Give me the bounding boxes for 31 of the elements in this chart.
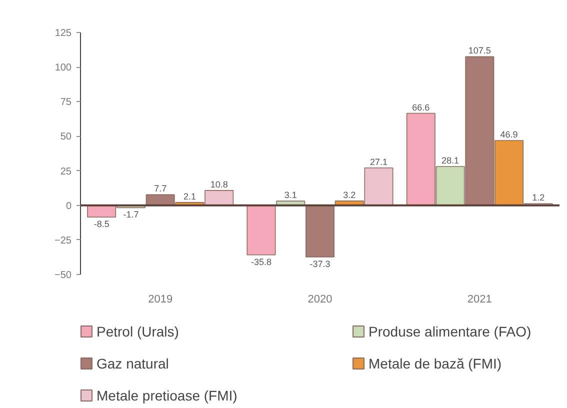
- y-tick-label: 50: [60, 132, 72, 143]
- legend-label: Metale pretioase (FMI): [96, 388, 238, 404]
- legend-label: Petrol (Urals): [96, 324, 179, 340]
- data-label: 27.1: [370, 156, 388, 167]
- legend-label: Gaz natural: [96, 356, 169, 372]
- data-label: -37.3: [310, 258, 330, 269]
- data-label: 7.7: [154, 184, 167, 194]
- y-tick-label: 125: [54, 28, 72, 39]
- y-tick-label: 75: [60, 97, 72, 108]
- legend-label: Metale de bază (FMI): [368, 356, 502, 372]
- y-tick-label: −25: [54, 235, 72, 246]
- y-tick-label: 0: [66, 200, 72, 212]
- data-label: 66.6: [412, 102, 430, 112]
- y-tick-label: 100: [54, 62, 72, 74]
- data-label: 10.8: [210, 179, 228, 190]
- data-label: 107.5: [468, 46, 491, 56]
- data-label: 2.1: [183, 191, 196, 202]
- x-tick-label: 2019: [148, 294, 173, 306]
- data-label: 3.2: [343, 190, 356, 200]
- data-label: 46.9: [500, 130, 518, 140]
- y-tick-label: 25: [60, 166, 72, 178]
- y-tick-label: −50: [54, 270, 72, 281]
- legend-label: Produse alimentare (FAO): [368, 324, 532, 340]
- data-label: -8.5: [94, 219, 110, 230]
- x-tick-label: 2020: [308, 294, 332, 306]
- x-tick-label: 2021: [467, 294, 492, 306]
- data-label: 1.2: [532, 192, 545, 203]
- data-label: -35.8: [250, 256, 272, 267]
- data-label: 28.1: [442, 156, 460, 166]
- data-label: -1.7: [123, 210, 139, 220]
- data-label: 3.1: [284, 190, 297, 200]
